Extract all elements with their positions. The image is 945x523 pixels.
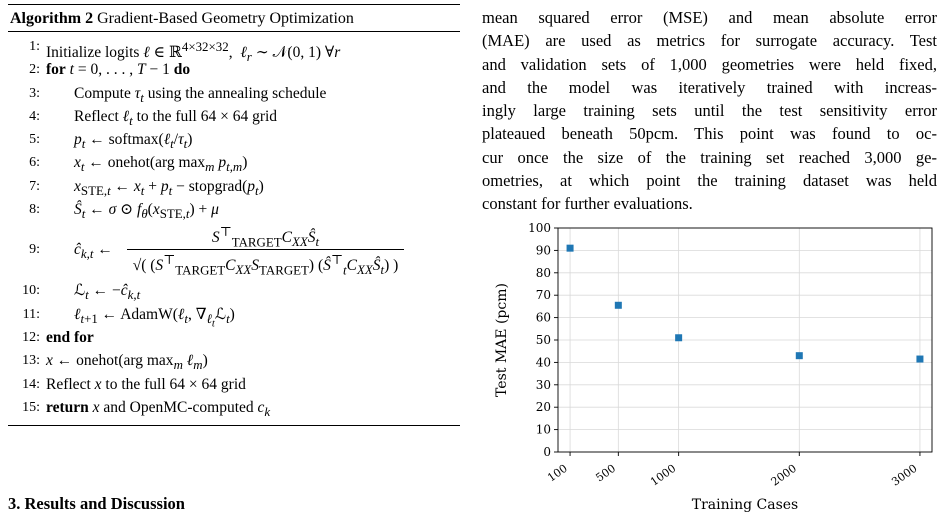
data-point xyxy=(916,355,924,363)
algorithm-line-number: 11: xyxy=(22,306,40,322)
algorithm-line-number: 9: xyxy=(29,242,40,258)
x-tick-label: 2000 xyxy=(769,462,799,489)
paragraph-line: ingly large training sets until the test… xyxy=(482,101,937,121)
algorithm-line-text: xSTE,t ← xt + pt − stopgrad(pt) xyxy=(74,177,264,198)
paragraph-line: constant for further evaluations. xyxy=(482,194,693,214)
results-paragraph: mean squared error (MSE) and mean absolu… xyxy=(482,6,937,216)
data-point xyxy=(675,334,683,342)
algorithm-line-number: 14: xyxy=(22,376,40,392)
algorithm-line: 15: return x and OpenMC-computed ck xyxy=(8,396,460,419)
algorithm-line: 6: xt ← onehot(arg maxm pt,m) xyxy=(8,151,460,174)
algorithm-line: 11: ℓt+1 ← AdamW(ℓt, ∇ℓtℒt) xyxy=(8,303,460,330)
paragraph-line: cur once the size of the training set re… xyxy=(482,147,937,167)
algorithm-line-number: 8: xyxy=(29,202,40,218)
y-tick-label: 80 xyxy=(536,266,551,280)
algorithm-line-number: 4: xyxy=(29,108,40,124)
paragraph-line: and validation sets of 1,000 geometries … xyxy=(482,54,937,74)
algorithm-line-number: 1: xyxy=(29,39,40,54)
algorithm-title-text: Gradient-Based Geometry Optimization xyxy=(97,10,354,27)
algorithm-line-text: Reflect x to the full 64 × 64 grid xyxy=(46,375,246,393)
y-tick-label: 100 xyxy=(528,221,551,235)
algorithm-mid-rule xyxy=(8,31,460,32)
y-tick-label: 70 xyxy=(536,288,551,302)
x-tick-label: 500 xyxy=(593,462,618,485)
y-tick-label: 90 xyxy=(536,243,551,257)
data-point xyxy=(614,301,622,309)
algorithm-line: 12: end for xyxy=(8,326,460,349)
algorithm-line: 14: Reflect x to the full 64 × 64 grid xyxy=(8,373,460,396)
y-axis-label: Test MAE (pcm) xyxy=(494,283,510,397)
y-tick-label: 60 xyxy=(536,311,551,325)
algorithm-line-number: 15: xyxy=(22,399,40,415)
x-axis-label: Training Cases xyxy=(692,497,799,513)
algorithm-line: 10: ℒt ← −ĉk,t xyxy=(8,279,460,302)
algorithm-line: 5: pt ← softmax(ℓt/τt) xyxy=(8,128,460,151)
algorithm-line-text: Initialize logits ℓ ∈ ℝ4×32×32, ℓr ∼ 𝒩(0… xyxy=(46,39,341,65)
mae-chart-svg: 0 10 20 30 40 50 60 70 80 90 100 100 500 1000 2000 3000… xyxy=(494,221,933,513)
algorithm-bottom-rule xyxy=(8,425,460,427)
algorithm-title: Algorithm 2 Gradient-Based Geometry Opti… xyxy=(8,5,460,31)
algorithm-line: 9: ĉk,t ← S⊤TARGETCXXŜt √( (S⊤TARGETCXXSTA… xyxy=(8,221,460,279)
algorithm-lines: 1: Initialize logits ℓ ∈ ℝ4×32×32, ℓr ∼ 𝒩… xyxy=(8,32,460,425)
algorithm-line-number: 12: xyxy=(22,329,40,345)
paragraph-line: mean squared error (MSE) and mean absolu… xyxy=(482,8,937,27)
y-tick-label: 50 xyxy=(536,333,551,347)
algorithm-line: 3: Compute τt using the annealing schedul… xyxy=(8,82,460,105)
paragraph-line: plateaued beneath 50pcm. This point was … xyxy=(482,124,937,144)
algorithm-line-text: x ← onehot(arg maxm ℓm) xyxy=(46,352,208,373)
algorithm-box: Algorithm 2 Gradient-Based Geometry Opti… xyxy=(8,4,460,427)
algorithm-line-text: pt ← softmax(ℓt/τt) xyxy=(74,131,193,152)
algorithm-line: 8: Ŝt ← σ ⊙ fθ(xSTE,t) + μ xyxy=(8,198,460,221)
algorithm-line: 7: xSTE,t ← xt + pt − stopgrad(pt) xyxy=(8,175,460,198)
algorithm-line: 1: Initialize logits ℓ ∈ ℝ4×32×32, ℓr ∼ 𝒩… xyxy=(8,35,460,64)
x-tick-label: 1000 xyxy=(648,462,678,489)
algorithm-line: 4: Reflect ℓt to the full 64 × 64 grid xyxy=(8,105,460,128)
algorithm-line-number: 7: xyxy=(29,178,40,194)
algorithm-line-text: ℒt ← −ĉk,t xyxy=(74,282,141,303)
y-tick-label: 30 xyxy=(536,378,551,392)
algorithm-line-number: 5: xyxy=(29,132,40,148)
algorithm-top-rule xyxy=(8,4,460,5)
algorithm-line: 13: x ← onehot(arg maxm ℓm) xyxy=(8,349,460,372)
algorithm-line-number: 3: xyxy=(29,85,40,101)
algorithm-line-number: 6: xyxy=(29,155,40,171)
algorithm-line-text: Compute τt using the annealing schedule xyxy=(74,84,327,105)
algorithm-line-text: return x and OpenMC-computed ck xyxy=(46,398,271,419)
algorithm-line-number: 10: xyxy=(22,283,40,299)
algorithm-line-text: for t = 0, . . . , T − 1 do xyxy=(46,61,191,79)
algorithm-line: 2: for t = 0, . . . , T − 1 do xyxy=(8,58,460,81)
y-tick-label: 20 xyxy=(536,400,551,414)
mae-chart: 0 10 20 30 40 50 60 70 80 90 100 100 500 1000 2000 3000… xyxy=(482,218,942,518)
y-tick-label: 0 xyxy=(543,445,551,459)
algorithm-line-number: 2: xyxy=(29,62,40,78)
algorithm-line-text: xt ← onehot(arg maxm pt,m) xyxy=(74,154,248,175)
algorithm-label: Algorithm 2 xyxy=(10,10,94,27)
y-tick-label: 40 xyxy=(536,355,551,369)
x-tick-label: 3000 xyxy=(889,462,919,489)
paragraph-line: (MAE) are used as metrics for surrogate … xyxy=(482,31,937,51)
paragraph-line: and the model was iteratively trained wi… xyxy=(482,77,937,97)
x-tick-label: 100 xyxy=(545,462,570,485)
algorithm-line-text: Ŝt ← σ ⊙ fθ(xSTE,t) + μ xyxy=(74,201,219,222)
algorithm-line-text: ℓt+1 ← AdamW(ℓt, ∇ℓtℒt) xyxy=(74,305,235,330)
algorithm-line-text: Reflect ℓt to the full 64 × 64 grid xyxy=(74,107,278,128)
paragraph-line: ometries, at which point the training da… xyxy=(482,171,937,191)
y-tick-label: 10 xyxy=(536,423,551,437)
data-point xyxy=(795,352,803,360)
data-point xyxy=(566,244,574,252)
section-heading: 3. Results and Discussion xyxy=(8,494,185,513)
algorithm-line-text: ĉk,t ← S⊤TARGETCXXŜt √( (S⊤TARGETCXXSTARG… xyxy=(74,221,405,283)
algorithm-line-number: 13: xyxy=(22,353,40,369)
algorithm-line-text: end for xyxy=(46,328,94,346)
